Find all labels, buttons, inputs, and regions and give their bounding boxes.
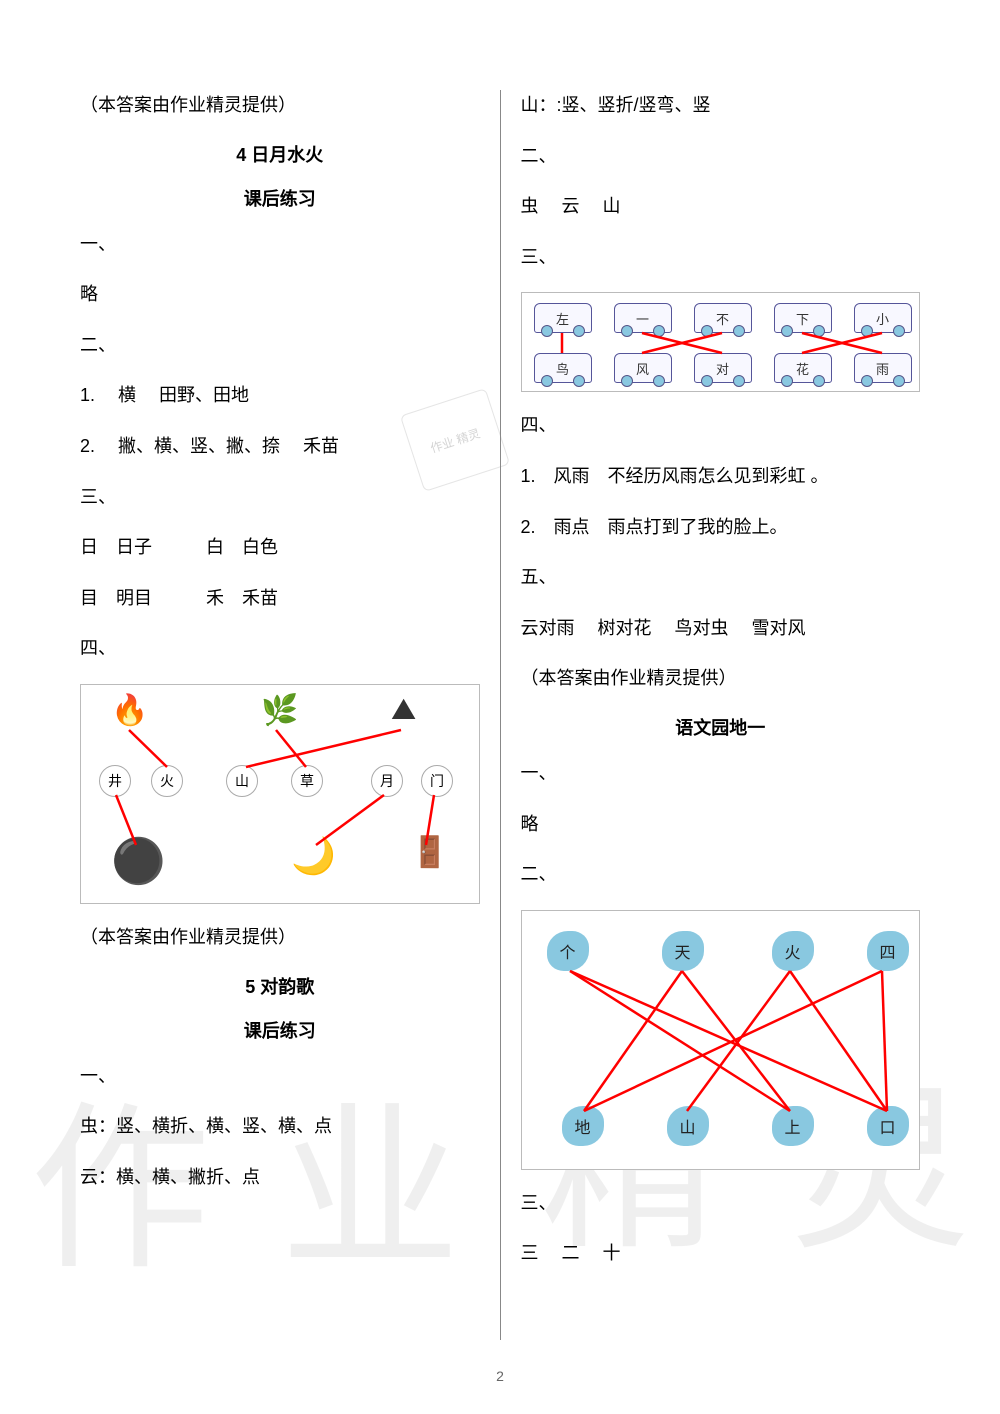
car-label: 对 (694, 353, 752, 383)
answer-text: 山：:竖、竖折/竖弯、竖 (521, 90, 921, 121)
lesson-4-title: 4 日月水火 (80, 141, 480, 167)
answer-text: 目 明目 禾 禾苗 (80, 583, 480, 614)
item-heading: 四、 (80, 633, 480, 664)
car-label: 不 (694, 303, 752, 333)
car-label: 雨 (854, 353, 912, 383)
leaf-label: 四 (867, 931, 909, 971)
label: 井 (99, 765, 131, 797)
leaf-label: 口 (867, 1106, 909, 1146)
answer-text: 虫 云 山 (521, 191, 921, 222)
answer-text: 2. 撇、横、竖、撇、捺 禾苗 (80, 431, 480, 462)
car-label: 小 (854, 303, 912, 333)
fire-icon: 🔥 (111, 693, 148, 728)
wheel-icon: ⚫ (111, 835, 166, 887)
matching-figure-2: 左 一 不 下 小 鸟 风 对 花 雨 (521, 292, 921, 392)
car-label: 下 (774, 303, 832, 333)
label: 山 (226, 765, 258, 797)
matching-figure-1: 🔥 🌿 ⛰ 井 火 山 草 月 门 ⚫ 🌙 🚪 (80, 684, 480, 904)
item-heading: 二、 (80, 330, 480, 361)
leaf-label: 个 (547, 931, 589, 971)
item-heading: 三、 (80, 482, 480, 513)
credit-text: （本答案由作业精灵提供） (80, 90, 480, 121)
leaf-label: 山 (667, 1106, 709, 1146)
right-column: 山：:竖、竖折/竖弯、竖 二、 虫 云 山 三、 左 一 不 下 小 鸟 风 对… (501, 90, 931, 1340)
leaf-label: 上 (772, 1106, 814, 1146)
answer-text: 略 (80, 279, 480, 310)
answer-text: 云：横、横、撇折、点 (80, 1162, 480, 1193)
item-heading: 一、 (521, 758, 921, 789)
answer-text: 1. 风雨 不经历风雨怎么见到彩虹 。 (521, 461, 921, 492)
item-heading: 二、 (521, 859, 921, 890)
door-icon: 🚪 (411, 835, 448, 870)
item-heading: 三、 (521, 242, 921, 273)
leaf-label: 天 (662, 931, 704, 971)
car-label: 鸟 (534, 353, 592, 383)
answer-text: 略 (521, 809, 921, 840)
car-label: 风 (614, 353, 672, 383)
lesson-4-subtitle: 课后练习 (80, 185, 480, 211)
item-heading: 四、 (521, 410, 921, 441)
answer-text: 1. 横 田野、田地 (80, 380, 480, 411)
leaf-label: 火 (772, 931, 814, 971)
answer-text: 日 日子 白 白色 (80, 532, 480, 563)
label: 火 (151, 765, 183, 797)
item-heading: 五、 (521, 562, 921, 593)
page-number: 2 (496, 1368, 504, 1384)
answer-text: 2. 雨点 雨点打到了我的脸上。 (521, 512, 921, 543)
credit-text: （本答案由作业精灵提供） (521, 663, 921, 694)
answer-text: 三 二 十 (521, 1238, 921, 1269)
grass-icon: 🌿 (261, 693, 298, 728)
lesson-5-title: 5 对韵歌 (80, 973, 480, 999)
mountain-icon: ⛰ (391, 693, 416, 727)
answer-text: 云对雨 树对花 鸟对虫 雪对风 (521, 613, 921, 644)
item-heading: 三、 (521, 1188, 921, 1219)
lesson-5-subtitle: 课后练习 (80, 1017, 480, 1043)
car-label: 左 (534, 303, 592, 333)
leaf-label: 地 (562, 1106, 604, 1146)
label: 月 (371, 765, 403, 797)
car-label: 一 (614, 303, 672, 333)
moon-icon: 🌙 (291, 835, 336, 877)
credit-text: （本答案由作业精灵提供） (80, 922, 480, 953)
label: 门 (421, 765, 453, 797)
item-heading: 一、 (80, 1061, 480, 1092)
matching-figure-3: 个 天 火 四 地 山 上 口 (521, 910, 921, 1170)
answer-text: 虫：竖、横折、横、竖、横、点 (80, 1111, 480, 1142)
car-label: 花 (774, 353, 832, 383)
left-column: （本答案由作业精灵提供） 4 日月水火 课后练习 一、 略 二、 1. 横 田野… (70, 90, 501, 1340)
item-heading: 二、 (521, 141, 921, 172)
yuwen-yuandi-title: 语文园地一 (521, 714, 921, 740)
label: 草 (291, 765, 323, 797)
item-heading: 一、 (80, 229, 480, 260)
